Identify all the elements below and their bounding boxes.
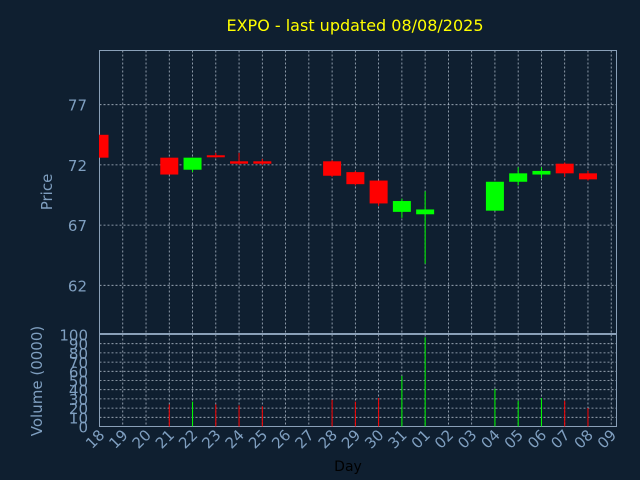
candle-29: [346, 170, 365, 186]
candle-23: [206, 152, 225, 158]
candle-body: [253, 161, 272, 164]
volume-y-tick-label: 10: [69, 409, 88, 427]
price-panel: 62 67 72 77 Price: [38, 50, 617, 334]
candle-24: [230, 152, 249, 165]
volume-plot-frame: [99, 334, 617, 427]
candle-body: [99, 134, 109, 158]
price-y-tick-label: 72: [68, 157, 87, 175]
candle-body: [555, 163, 574, 174]
volume-y-tick-label: 0: [78, 419, 88, 437]
price-y-tick-label: 77: [68, 97, 87, 115]
price-y-tick-label: 62: [68, 277, 87, 295]
volume-y-tick-label: 50: [69, 373, 88, 391]
candles: [99, 134, 597, 264]
volume-bars: [168, 337, 589, 427]
volume-y-tick-label: 60: [69, 363, 88, 381]
chart-title: EXPO - last updated 08/08/2025: [226, 16, 483, 35]
candle-06: [532, 167, 551, 179]
candle-body: [183, 157, 202, 170]
candle-04: [485, 181, 504, 211]
candle-body: [485, 181, 504, 211]
candle-body: [323, 161, 342, 176]
volume-y-tick-label: 30: [69, 391, 88, 409]
x-axis-label: Day: [334, 459, 362, 475]
candle-body: [230, 161, 249, 164]
price-y-axis-label: Price: [38, 174, 56, 211]
x-tick-labels: 1819202122232425262728293031010203040506…: [82, 426, 620, 452]
candle-30: [369, 180, 388, 206]
candle-25: [253, 158, 272, 165]
volume-y-tick-label: 70: [69, 354, 88, 372]
candle-22: [183, 157, 202, 173]
volume-y-tick-label: 80: [69, 345, 88, 363]
candle-body: [578, 173, 597, 180]
candle-31: [392, 198, 411, 218]
price-plot-frame: [99, 50, 617, 334]
price-y-tick-label: 67: [68, 217, 87, 235]
volume-y-tick-label: 100: [59, 327, 88, 345]
candle-28: [323, 160, 342, 177]
candle-body: [369, 180, 388, 204]
price-y-ticks: 62 67 72 77: [68, 97, 87, 296]
candle-body: [509, 173, 528, 182]
candle-21: [160, 157, 179, 175]
volume-y-tick-label: 40: [69, 382, 88, 400]
candle-body: [206, 155, 225, 158]
candle-18: [99, 134, 109, 158]
candle-body: [160, 157, 179, 175]
volume-y-axis-label: Volume (0000): [28, 326, 46, 436]
candle-body: [416, 209, 435, 215]
candle-body: [346, 172, 365, 185]
candle-07: [555, 162, 574, 177]
candle-01: [416, 191, 435, 264]
volume-y-tick-label: 20: [69, 400, 88, 418]
volume-y-tick-label: 90: [69, 336, 88, 354]
candle-body: [532, 170, 551, 175]
candle-body: [392, 201, 411, 212]
candle-05: [509, 167, 528, 186]
candle-08: [578, 170, 597, 181]
